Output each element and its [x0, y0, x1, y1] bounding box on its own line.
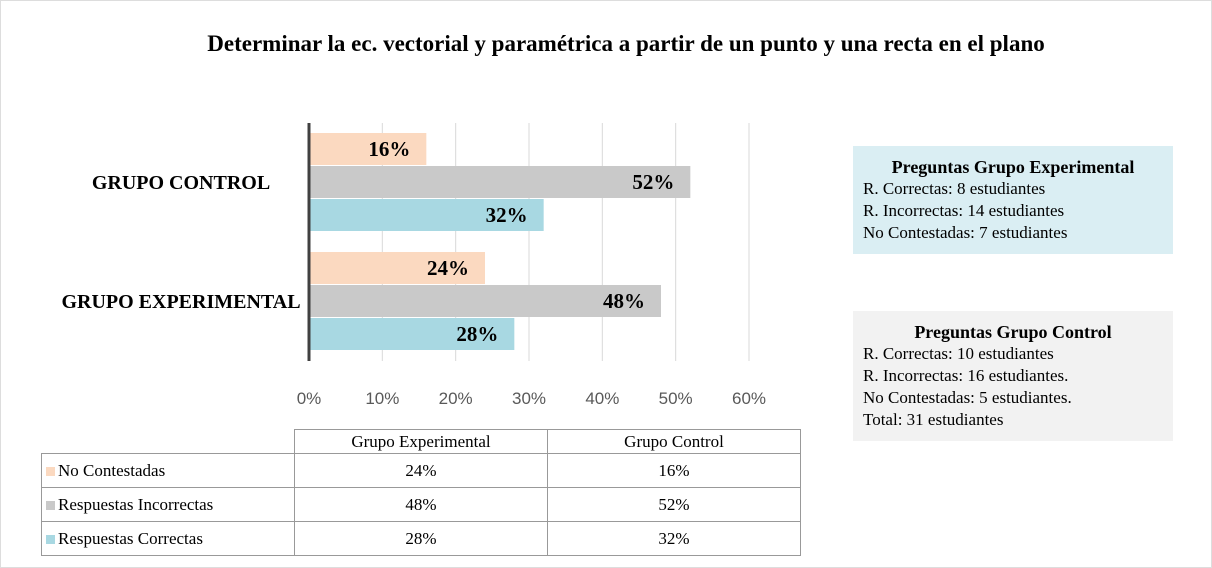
- table-header: Grupo Experimental: [294, 429, 548, 454]
- value-label: 24%: [427, 256, 469, 280]
- table-header: Grupo Control: [547, 429, 801, 454]
- data-table: Grupo Experimental Grupo Control No Contes…: [41, 429, 801, 556]
- info-box-line: R. Correctas: 10 estudiantes: [863, 344, 1054, 363]
- table-row-label: No Contestadas: [41, 453, 295, 488]
- x-tick-label: 50%: [659, 389, 693, 408]
- value-label: 48%: [603, 289, 645, 313]
- table-cell: 16%: [547, 453, 801, 488]
- x-tick-label: 60%: [732, 389, 766, 408]
- bar: [309, 166, 691, 198]
- table-row-label: Respuestas Correctas: [41, 521, 295, 556]
- legend-label: Respuestas Incorrectas: [58, 494, 214, 514]
- table-corner: [42, 430, 295, 454]
- info-box-line: Total: 31 estudiantes: [863, 410, 1004, 429]
- category-label: GRUPO EXPERIMENTAL: [61, 290, 301, 313]
- info-box-line: R. Incorrectas: 16 estudiantes.: [863, 366, 1069, 385]
- table-cell: 24%: [294, 453, 548, 488]
- table-cell: 28%: [294, 521, 548, 556]
- bar: [309, 252, 485, 284]
- table-row: No Contestadas 24% 16%: [41, 453, 801, 488]
- legend-swatch: [46, 500, 55, 510]
- table-row: Respuestas Correctas 28% 32%: [41, 521, 801, 556]
- x-tick-label: 0%: [297, 389, 322, 408]
- table-cell: 32%: [547, 521, 801, 556]
- value-label: 28%: [456, 322, 498, 346]
- category-label: GRUPO CONTROL: [91, 171, 271, 194]
- x-tick-label: 40%: [585, 389, 619, 408]
- value-label: 52%: [632, 170, 674, 194]
- bar: [309, 285, 661, 317]
- info-box-title: Preguntas Grupo Experimental: [891, 157, 1135, 177]
- legend-label: No Contestadas: [58, 460, 166, 480]
- legend-label: Respuestas Correctas: [58, 528, 203, 548]
- table-row: Respuestas Incorrectas 48% 52%: [41, 487, 801, 522]
- value-label: 32%: [486, 203, 528, 227]
- legend-swatch: [46, 466, 55, 476]
- info-box: Preguntas Grupo Control R. Correctas: 10 …: [853, 311, 1173, 441]
- bar: [309, 133, 427, 165]
- chart-title: Determinar la ec. vectorial y paramétric…: [207, 31, 1045, 56]
- table-cell: 48%: [294, 487, 548, 522]
- value-label: 16%: [368, 137, 410, 161]
- x-tick-label: 30%: [512, 389, 546, 408]
- info-box-line: R. Incorrectas: 14 estudiantes: [863, 201, 1065, 220]
- info-box-line: No Contestadas: 5 estudiantes.: [863, 388, 1072, 407]
- table-row-label: Respuestas Incorrectas: [41, 487, 295, 522]
- x-tick-label: 20%: [439, 389, 473, 408]
- x-tick-label: 10%: [365, 389, 399, 408]
- bar: [309, 199, 544, 231]
- info-box: Preguntas Grupo Experimental R. Correctas…: [853, 146, 1173, 254]
- info-box-title: Preguntas Grupo Control: [914, 322, 1112, 342]
- table-cell: 52%: [547, 487, 801, 522]
- legend-swatch: [46, 534, 55, 544]
- bar: [309, 318, 515, 350]
- info-box-line: R. Correctas: 8 estudiantes: [863, 179, 1046, 198]
- table-header-row: Grupo Experimental Grupo Control: [42, 429, 801, 454]
- info-box-line: No Contestadas: 7 estudiantes: [863, 223, 1068, 242]
